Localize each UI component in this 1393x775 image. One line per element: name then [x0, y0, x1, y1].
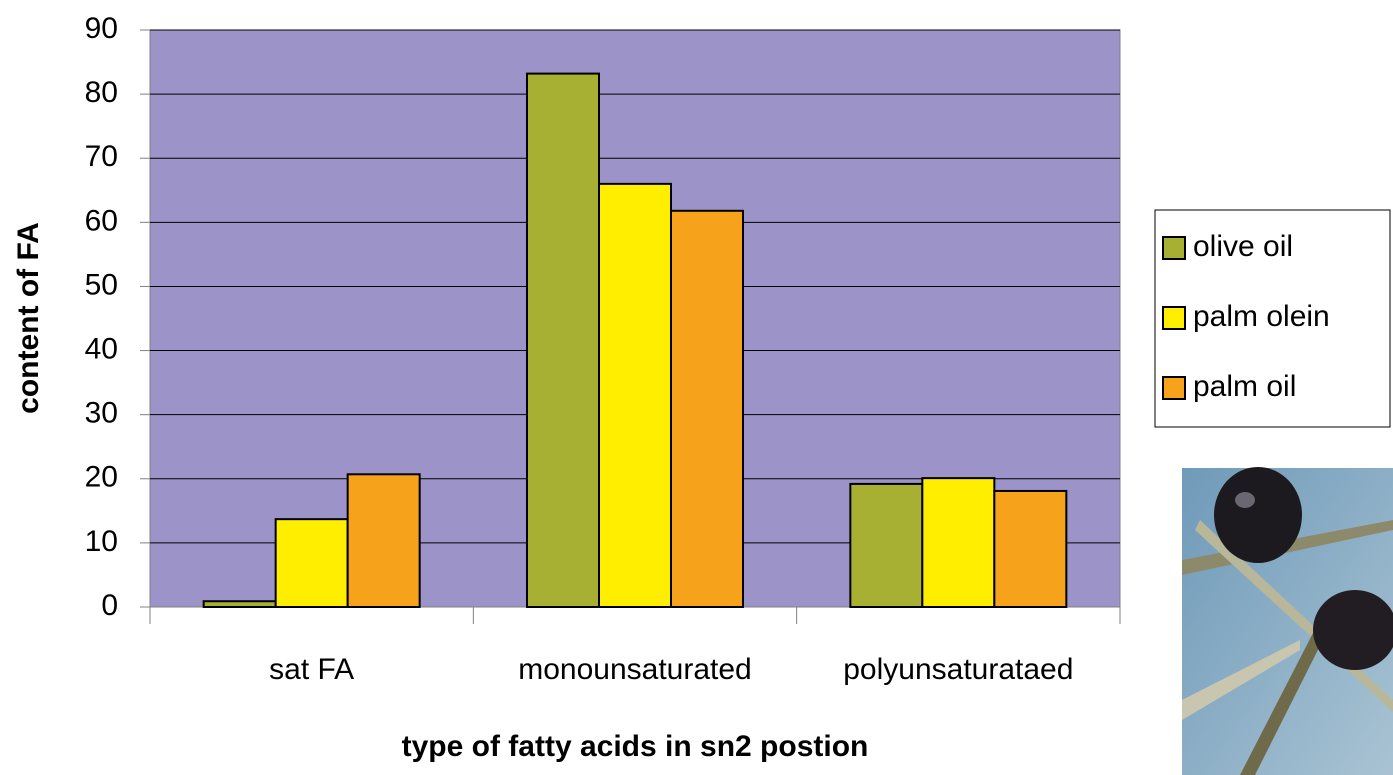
y-tick-label: 90 [85, 12, 118, 45]
x-axis-title: type of fatty acids in sn2 postion [402, 730, 869, 763]
bar [599, 184, 671, 607]
legend-label: palm oil [1193, 370, 1296, 403]
legend-label: palm olein [1193, 300, 1330, 333]
y-tick-label: 30 [85, 397, 118, 430]
y-tick-label: 0 [101, 589, 118, 622]
legend-swatch [1163, 377, 1185, 399]
x-tick-label: polyunsaturataed [843, 653, 1073, 686]
bar [994, 491, 1066, 607]
x-tick-label: sat FA [269, 653, 354, 686]
legend-swatch [1163, 237, 1185, 259]
bar [348, 474, 420, 607]
y-tick-label: 80 [85, 76, 118, 109]
chart: content of FA type of fatty acids in sn2… [0, 0, 1393, 775]
legend-swatch [1163, 307, 1185, 329]
bar [276, 519, 348, 607]
bar [671, 211, 743, 607]
y-tick-label: 40 [85, 332, 118, 365]
y-tick-label: 50 [85, 268, 118, 301]
legend-label: olive oil [1193, 230, 1293, 263]
bar [922, 478, 994, 607]
bar [527, 74, 599, 607]
y-tick-label: 60 [85, 204, 118, 237]
bar [204, 601, 276, 607]
olive-photo [1182, 467, 1393, 775]
y-tick-label: 20 [85, 461, 118, 494]
x-tick-label: monounsaturated [518, 653, 752, 686]
y-tick-label: 10 [85, 525, 118, 558]
y-axis-title: content of FA [12, 222, 45, 414]
bar [850, 484, 922, 607]
y-tick-label: 70 [85, 140, 118, 173]
